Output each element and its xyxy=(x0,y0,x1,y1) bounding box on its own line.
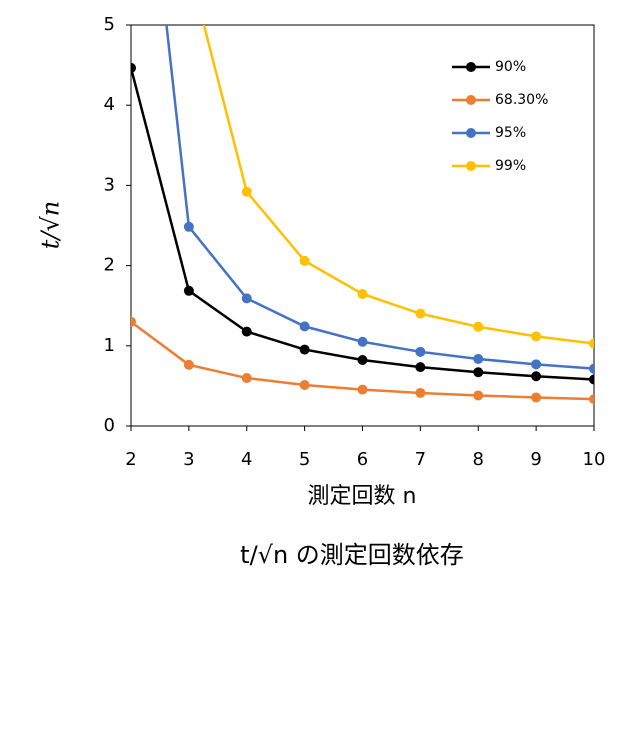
marker xyxy=(241,373,252,384)
marker xyxy=(473,321,484,332)
x-tick-label: 6 xyxy=(357,449,368,470)
marker xyxy=(131,62,136,73)
x-tick-label: 9 xyxy=(530,449,541,470)
x-axis-label: 測定回数 n xyxy=(308,484,417,509)
marker xyxy=(589,394,594,405)
marker xyxy=(589,374,594,385)
legend-marker xyxy=(466,62,476,72)
marker xyxy=(241,186,252,197)
plot-area xyxy=(131,25,594,405)
marker xyxy=(531,392,542,403)
marker xyxy=(299,344,310,355)
marker xyxy=(299,255,310,266)
legend-marker xyxy=(466,161,476,171)
marker xyxy=(241,293,252,304)
y-axis-label: t/√n xyxy=(37,201,65,249)
marker xyxy=(241,326,252,337)
y-tick-label: 2 xyxy=(104,255,115,276)
marker xyxy=(357,288,368,299)
marker xyxy=(415,362,426,373)
legend-label: 95% xyxy=(495,125,526,141)
marker xyxy=(589,338,594,349)
chart-title: t/√n の測定回数依存 xyxy=(240,541,464,569)
marker xyxy=(183,221,194,232)
y-tick-label: 1 xyxy=(104,335,115,356)
legend-label: 90% xyxy=(495,59,526,75)
legend-marker xyxy=(466,95,476,105)
marker xyxy=(531,359,542,370)
x-tick-label: 8 xyxy=(473,449,484,470)
x-tick-label: 4 xyxy=(241,449,252,470)
marker xyxy=(131,316,136,327)
marker xyxy=(357,336,368,347)
marker xyxy=(531,331,542,342)
marker xyxy=(589,363,594,374)
y-tick-label: 5 xyxy=(104,14,115,35)
x-tick-label: 2 xyxy=(125,449,136,470)
marker xyxy=(415,346,426,357)
marker xyxy=(415,387,426,398)
legend-marker xyxy=(466,128,476,138)
legend-label: 99% xyxy=(495,158,526,174)
marker xyxy=(531,371,542,382)
marker xyxy=(183,359,194,370)
y-tick-label: 4 xyxy=(104,94,115,115)
x-tick-label: 10 xyxy=(583,449,606,470)
marker xyxy=(473,367,484,378)
marker xyxy=(299,321,310,332)
x-tick-label: 5 xyxy=(299,449,310,470)
x-tick-label: 3 xyxy=(183,449,194,470)
marker xyxy=(415,308,426,319)
marker xyxy=(299,380,310,391)
x-tick-label: 7 xyxy=(415,449,426,470)
legend-label: 68.30% xyxy=(495,92,548,108)
marker xyxy=(473,353,484,364)
marker xyxy=(357,354,368,365)
marker xyxy=(357,384,368,395)
y-tick-label: 3 xyxy=(104,174,115,195)
marker xyxy=(473,390,484,401)
y-tick-label: 0 xyxy=(104,415,115,436)
marker xyxy=(183,285,194,296)
